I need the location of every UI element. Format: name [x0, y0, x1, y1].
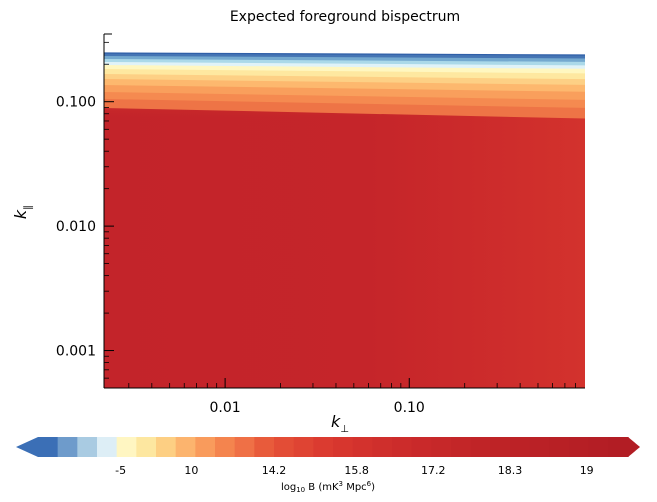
- y-axis-label: k∥: [11, 205, 34, 219]
- surface-band: [104, 85, 585, 102]
- colorbar-cell: [431, 437, 452, 457]
- colorbar-cell: [352, 437, 373, 457]
- colorbar-cell: [411, 437, 432, 457]
- surface-band: [104, 99, 585, 119]
- colorbar-cell: [293, 437, 314, 457]
- colorbar-extend-low: [16, 437, 38, 457]
- surface-empty-region: [104, 34, 585, 55]
- colorbar-label: log10 B (mK3 Mpc6): [281, 480, 375, 494]
- colorbar-cell: [38, 437, 59, 457]
- colorbar-cell: [372, 437, 393, 457]
- x-axis-ticks: 0.01 0.10: [210, 378, 425, 416]
- x-tick-label: 0.01: [210, 400, 241, 416]
- surface-top-bands: [104, 34, 585, 119]
- colorbar-cell: [392, 437, 413, 457]
- colorbar-cell: [608, 437, 629, 457]
- colorbar-cells: [38, 437, 629, 457]
- colorbar-cell: [549, 437, 570, 457]
- colorbar-tick-label: 14.2: [262, 464, 287, 477]
- chart-title: Expected foreground bispectrum: [230, 9, 460, 25]
- y-tick-label: 0.100: [56, 95, 96, 111]
- colorbar-cell: [215, 437, 236, 457]
- colorbar-tick-label: 17.2: [421, 464, 446, 477]
- colorbar-cell: [97, 437, 118, 457]
- x-tick-label: 0.10: [394, 400, 425, 416]
- colorbar-cell: [57, 437, 78, 457]
- colorbar-cell: [234, 437, 255, 457]
- y-tick-label: 0.010: [56, 219, 96, 235]
- y-tick-label: 0.001: [56, 344, 96, 360]
- colorbar-cell: [588, 437, 609, 457]
- y-axis-label-main: k: [11, 209, 30, 219]
- surface-band: [104, 74, 585, 87]
- colorbar-cell: [529, 437, 550, 457]
- colorbar-cell: [313, 437, 334, 457]
- colorbar-cell: [156, 437, 177, 457]
- surface-band: [104, 69, 585, 81]
- colorbar-cell: [490, 437, 511, 457]
- colorbar-cell: [333, 437, 354, 457]
- colorbar-ticks: -5 10 14.2 15.8 17.2 18.3 19: [115, 464, 594, 477]
- x-axis-label-main: k: [331, 412, 341, 431]
- surface-band: [104, 65, 585, 75]
- x-minor-ticks: [128, 383, 576, 388]
- colorbar-cell: [136, 437, 157, 457]
- surface-band: [104, 79, 585, 94]
- y-minor-ticks: [104, 41, 109, 379]
- colorbar-tick-label: 19: [580, 464, 594, 477]
- colorbar-tick-label: -5: [115, 464, 126, 477]
- colorbar-cell: [116, 437, 137, 457]
- x-axis-label: k⊥: [331, 412, 349, 435]
- colorbar-tick-label: 18.3: [498, 464, 523, 477]
- colorbar-tick-label: 15.8: [344, 464, 369, 477]
- colorbar-cell: [451, 437, 472, 457]
- colorbar-cell: [175, 437, 196, 457]
- colorbar-cell: [254, 437, 275, 457]
- colorbar: -5 10 14.2 15.8 17.2 18.3 19 log10 B (mK3 Mpc6…: [16, 437, 640, 494]
- colorbar-tick-label: 10: [184, 464, 198, 477]
- colorbar-cell: [274, 437, 295, 457]
- surface-band: [104, 92, 585, 110]
- y-axis-ticks: 0.001 0.010 0.100: [56, 95, 114, 360]
- x-axis-label-sub: ⊥: [340, 424, 349, 435]
- colorbar-cell: [77, 437, 98, 457]
- colorbar-cell: [195, 437, 216, 457]
- y-axis-label-sub: ∥: [23, 205, 34, 210]
- plot-area: [104, 34, 585, 388]
- colorbar-extend-high: [628, 437, 640, 457]
- axes: 0.01 0.10 0.001 0.010 0.100: [56, 33, 585, 416]
- surface-top-edge: [104, 52, 585, 56]
- colorbar-cell: [569, 437, 590, 457]
- colorbar-cell: [470, 437, 491, 457]
- colorbar-cell: [510, 437, 531, 457]
